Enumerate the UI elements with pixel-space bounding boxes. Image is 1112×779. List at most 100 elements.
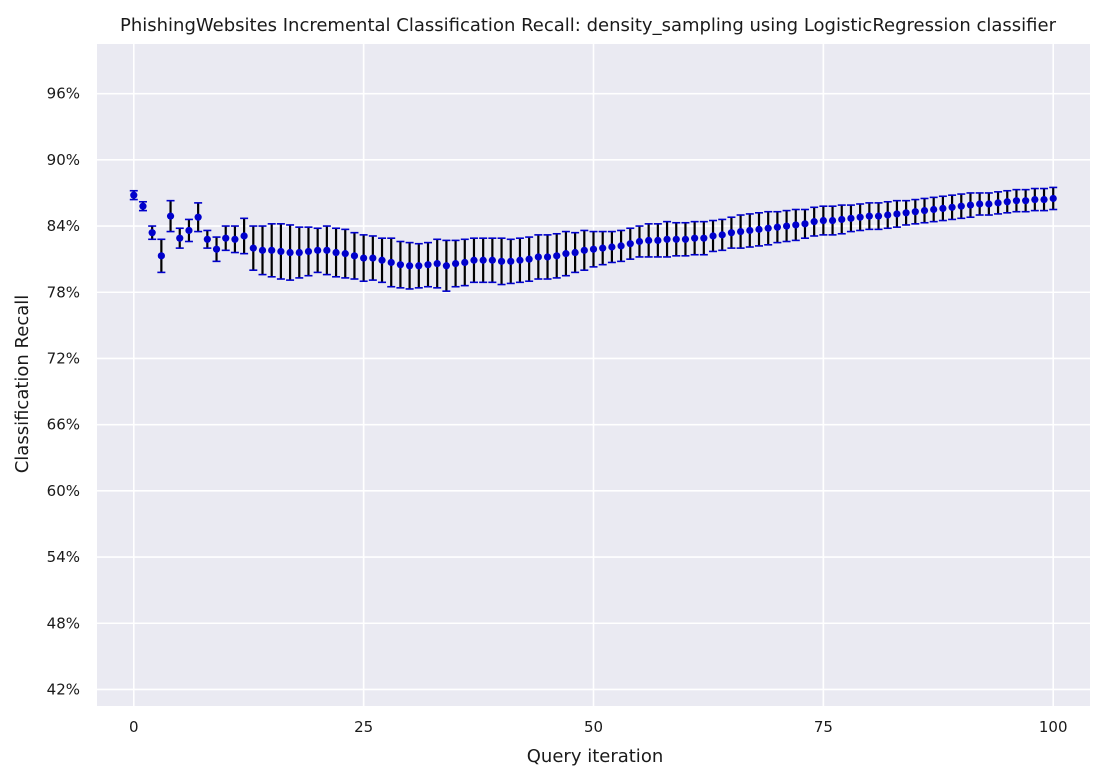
data-point bbox=[966, 201, 975, 209]
data-point bbox=[240, 232, 248, 240]
y-tick-label: 42% bbox=[47, 680, 80, 698]
data-point bbox=[369, 254, 377, 262]
data-point bbox=[580, 246, 588, 254]
y-tick-label: 90% bbox=[47, 151, 80, 169]
data-point bbox=[295, 248, 303, 257]
data-point bbox=[792, 221, 800, 229]
y-axis-ticks: 42% 48% 54% 60% 66% 72% 78% 84% 90% 96% bbox=[47, 85, 80, 699]
data-point bbox=[185, 226, 193, 235]
data-point bbox=[1031, 195, 1039, 204]
data-point bbox=[599, 244, 607, 252]
x-axis-ticks: 0 25 50 75 100 bbox=[129, 718, 1068, 736]
data-point bbox=[258, 246, 267, 254]
data-point bbox=[782, 222, 791, 230]
data-point bbox=[323, 246, 331, 254]
data-point bbox=[470, 256, 478, 264]
data-point bbox=[874, 212, 883, 220]
data-point bbox=[681, 235, 690, 243]
data-point bbox=[727, 229, 736, 237]
data-point bbox=[700, 234, 708, 242]
data-point bbox=[608, 243, 616, 251]
data-point bbox=[415, 262, 423, 270]
data-point bbox=[488, 256, 496, 264]
data-point bbox=[764, 224, 772, 232]
data-point bbox=[645, 236, 653, 244]
data-point bbox=[1003, 198, 1011, 206]
data-point bbox=[1012, 197, 1021, 205]
data-point bbox=[709, 232, 717, 240]
data-point bbox=[691, 234, 699, 242]
x-tick-label: 25 bbox=[354, 718, 373, 736]
data-points bbox=[130, 191, 1057, 270]
data-point bbox=[130, 191, 138, 199]
data-point bbox=[810, 218, 818, 226]
y-tick-label: 72% bbox=[47, 349, 80, 367]
data-point bbox=[176, 234, 184, 242]
data-point bbox=[562, 250, 570, 258]
y-tick-label: 96% bbox=[47, 85, 80, 103]
x-axis-label: Query iteration bbox=[527, 746, 663, 767]
x-tick-label: 75 bbox=[814, 718, 833, 736]
data-point bbox=[203, 235, 211, 243]
data-point bbox=[314, 246, 322, 254]
data-point bbox=[166, 212, 175, 220]
data-point bbox=[222, 234, 230, 242]
data-point bbox=[461, 258, 469, 267]
data-point bbox=[249, 244, 257, 252]
data-point bbox=[957, 202, 965, 210]
data-point bbox=[525, 255, 533, 263]
data-point bbox=[571, 248, 579, 257]
data-point bbox=[654, 236, 662, 244]
data-point bbox=[139, 202, 147, 210]
y-axis-label: Classification Recall bbox=[12, 295, 33, 474]
y-tick-label: 78% bbox=[47, 283, 80, 301]
data-point bbox=[838, 215, 846, 224]
data-point bbox=[497, 257, 506, 265]
data-point bbox=[893, 210, 901, 218]
data-point bbox=[948, 203, 956, 211]
data-point bbox=[976, 200, 984, 208]
x-tick-label: 0 bbox=[129, 718, 139, 736]
data-point bbox=[442, 262, 450, 270]
data-point bbox=[268, 246, 276, 254]
y-tick-label: 66% bbox=[47, 416, 80, 434]
data-point bbox=[737, 227, 745, 236]
grid-lines bbox=[97, 44, 1090, 706]
data-point bbox=[396, 261, 405, 269]
y-tick-label: 60% bbox=[47, 482, 80, 500]
data-point bbox=[516, 256, 524, 264]
data-point bbox=[1049, 194, 1057, 203]
data-point bbox=[828, 216, 837, 225]
data-point bbox=[718, 231, 726, 239]
data-point bbox=[451, 259, 460, 268]
data-point bbox=[406, 262, 414, 270]
data-point bbox=[755, 225, 763, 233]
data-point bbox=[304, 247, 313, 256]
data-point bbox=[534, 253, 542, 261]
data-point bbox=[884, 211, 892, 219]
data-point bbox=[553, 252, 561, 260]
data-point bbox=[994, 199, 1002, 207]
data-point bbox=[930, 205, 938, 214]
x-tick-label: 50 bbox=[584, 718, 603, 736]
y-tick-label: 84% bbox=[47, 217, 80, 235]
data-point bbox=[902, 209, 910, 217]
data-point bbox=[507, 257, 515, 265]
data-point bbox=[939, 204, 947, 212]
data-point bbox=[773, 223, 781, 231]
data-point bbox=[847, 214, 855, 222]
data-point bbox=[663, 235, 671, 243]
data-point bbox=[424, 261, 432, 269]
data-point bbox=[157, 252, 165, 260]
data-point bbox=[360, 254, 368, 262]
data-point bbox=[332, 248, 340, 257]
data-point bbox=[1022, 197, 1030, 205]
data-point bbox=[617, 242, 625, 250]
data-point bbox=[479, 256, 487, 264]
data-point bbox=[856, 213, 864, 221]
data-point bbox=[148, 229, 156, 237]
data-point bbox=[387, 258, 395, 267]
y-tick-label: 48% bbox=[47, 614, 80, 632]
data-point bbox=[231, 235, 239, 243]
